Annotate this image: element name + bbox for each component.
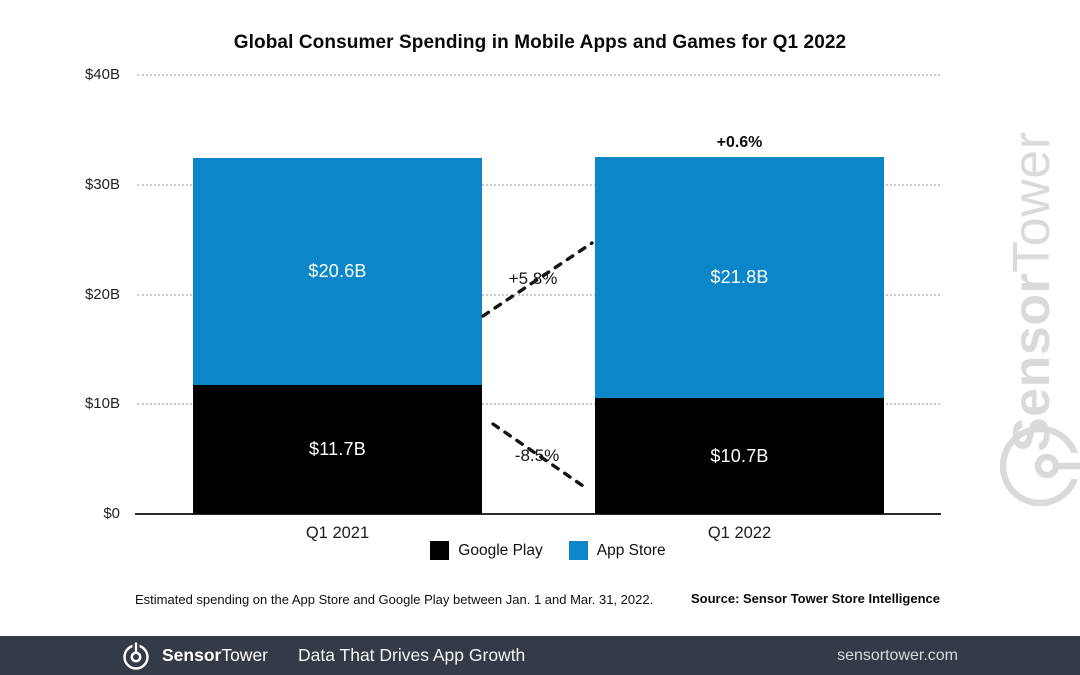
legend-label-app-store: App Store: [596, 541, 666, 559]
legend-swatch-app-store: [568, 541, 588, 560]
legend-swatch-google-play: [430, 541, 450, 560]
legend: Google Play App Store: [8, 541, 1080, 560]
annotation-total-change: +0.6%: [716, 134, 763, 151]
watermark-brand: Sensor Tower: [1002, 112, 1062, 452]
bar-value-label: $20.6B: [308, 261, 367, 281]
x-label-q1-2022: Q1 2022: [707, 524, 772, 542]
footer-tagline: Data That Drives App Growth: [298, 645, 526, 665]
y-tick-0: $0: [103, 505, 120, 522]
legend-item-app-store: App Store: [568, 541, 666, 560]
bar-q1-2022-google-play-segment: $10.7B: [595, 398, 884, 514]
sensor-tower-logo-icon: [123, 640, 149, 670]
gridline-40b: [137, 74, 940, 76]
annotation-google-play-change: -8.5%: [514, 446, 560, 465]
gridline-10b: [137, 403, 940, 405]
bar-q1-2022-app-store-segment: $21.8B: [595, 157, 884, 398]
watermark-brand-light: Tower: [1003, 131, 1061, 273]
bar-value-label: $10.7B: [710, 445, 769, 466]
annotation-app-store-change: +5.8%: [508, 269, 558, 288]
gridline-30b: [137, 184, 940, 186]
bar-q1-2021-app-store-segment: $20.6B: [193, 158, 482, 385]
footer-brand-bold: Sensor: [162, 645, 222, 665]
bar-value-label: $11.7B: [309, 439, 366, 459]
y-tick-20b: $20B: [84, 286, 120, 303]
footnote: Estimated spending on the App Store and …: [135, 592, 654, 607]
bar-value-label: $21.8B: [710, 267, 769, 287]
x-axis-baseline: [135, 513, 941, 515]
sensor-tower-watermark-logo-icon: [1000, 425, 1080, 507]
footer-brand: SensorTower: [162, 645, 268, 666]
bar-q1-2021-google-play-segment: $11.7B: [193, 385, 482, 514]
source-credit: Source: Sensor Tower Store Intelligence: [691, 591, 940, 606]
footer-website: sensortower.com: [837, 646, 958, 664]
y-tick-30b: $30B: [84, 176, 120, 193]
footer-bar: SensorTower Data That Drives App Growth …: [0, 636, 1080, 675]
footer-brand-light: Tower: [221, 645, 269, 665]
y-tick-10b: $10B: [84, 395, 120, 412]
y-tick-40b: $40B: [84, 66, 120, 83]
legend-item-google-play: Google Play: [430, 541, 543, 560]
legend-label-google-play: Google Play: [458, 541, 543, 559]
chart-title: Global Consumer Spending in Mobile Apps …: [233, 32, 847, 53]
x-label-q1-2021: Q1 2021: [305, 524, 370, 542]
